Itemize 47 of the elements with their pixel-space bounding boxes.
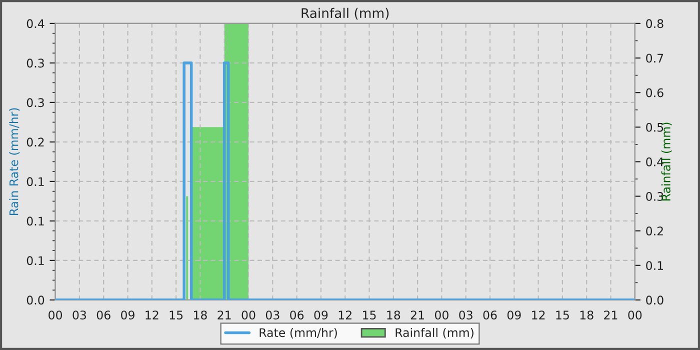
y2-axis-title: Rainfall (mm) xyxy=(661,122,672,200)
x-tick-label: 00 xyxy=(48,310,62,320)
x-tick-label: 06 xyxy=(290,310,304,320)
x-tick-label: 12 xyxy=(532,310,545,320)
x-tick-label: 21 xyxy=(218,310,231,320)
x-tick-label: 00 xyxy=(434,310,448,320)
y2-tick-label: 0.1 xyxy=(646,261,663,270)
y-tick-label: 0.4 xyxy=(26,19,44,28)
y-tick-label: 0.3 xyxy=(26,98,44,108)
y-tick-label: 0.1 xyxy=(26,256,44,266)
x-tick-label: 15 xyxy=(363,310,376,320)
x-tick-label: 09 xyxy=(121,310,134,320)
y-tick-label: 0.3 xyxy=(26,58,44,68)
x-tick-label: 18 xyxy=(580,310,594,320)
x-tick-label: 06 xyxy=(483,310,497,320)
y-tick-label: 0.0 xyxy=(26,296,44,305)
y2-tick-label: 0.0 xyxy=(646,296,664,305)
y-tick-label: 0.2 xyxy=(26,138,44,147)
x-tick-label: 09 xyxy=(314,310,328,320)
x-tick-label: 15 xyxy=(170,310,183,320)
x-tick-label: 12 xyxy=(146,310,158,320)
x-tick-label: 00 xyxy=(242,310,256,320)
y2-tick-label: 0.5 xyxy=(646,122,664,132)
x-tick-label: 21 xyxy=(410,310,424,320)
x-tick-label: 03 xyxy=(266,310,280,320)
x-tick-label: 00 xyxy=(628,310,642,320)
legend-label: Rainfall (mm) xyxy=(396,328,474,338)
y-axis-title: Rain Rate (mm/hr) xyxy=(9,108,20,216)
y2-tick-label: 0.7 xyxy=(646,54,664,63)
x-tick-label: 03 xyxy=(72,310,86,320)
x-tick-label: 06 xyxy=(96,310,110,320)
x-tick-label: 15 xyxy=(556,310,569,320)
y2-tick-label: 0.4 xyxy=(646,157,664,166)
x-tick-label: 12 xyxy=(338,310,352,320)
x-tick-label: 18 xyxy=(387,310,400,320)
y2-tick-label: 0.6 xyxy=(646,88,664,98)
x-tick-label: 09 xyxy=(507,310,521,320)
x-tick-label: 18 xyxy=(194,310,207,320)
y2-tick-label: 0.2 xyxy=(646,226,663,236)
y-tick-label: 0.1 xyxy=(26,177,44,186)
legend-label: Rate (mm/hr) xyxy=(260,328,337,338)
x-tick-label: 03 xyxy=(459,310,472,320)
x-tick-label: 21 xyxy=(604,310,618,320)
y-tick-label: 0.1 xyxy=(26,216,44,226)
chart-title: Rainfall (mm) xyxy=(302,8,389,20)
y2-tick-label: 0.3 xyxy=(646,192,664,201)
y2-tick-label: 0.8 xyxy=(646,19,664,28)
